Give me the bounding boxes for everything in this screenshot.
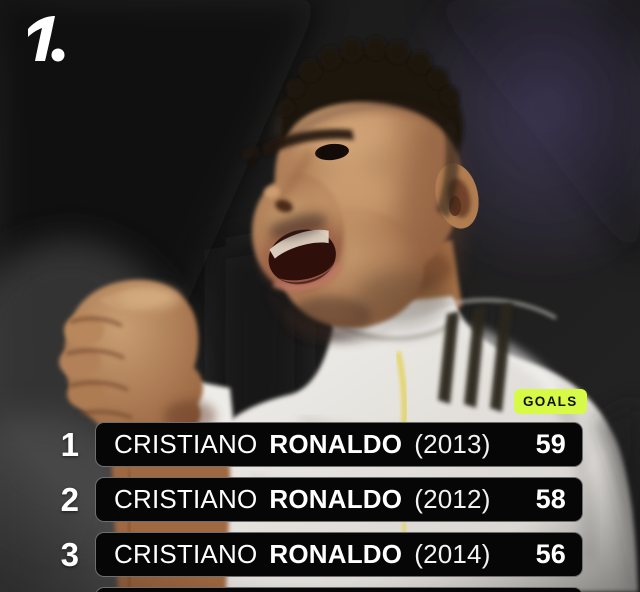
rank-number: 2 — [60, 481, 79, 518]
rank-number: 3 — [60, 536, 79, 573]
season-year: (2012) — [414, 484, 491, 514]
ranking-pill: CRISTIANO RONALDO (2014) 56 — [95, 532, 583, 577]
player-first-name: CRISTIANO — [114, 429, 258, 459]
player-first-name: CRISTIANO — [114, 484, 258, 514]
goals-value: 56 — [535, 539, 566, 569]
player-last-name: RONALDO — [269, 484, 403, 514]
ranking-pill-partial — [95, 587, 583, 592]
goals-badge: GOALS — [514, 389, 587, 414]
player-last-name: RONALDO — [269, 539, 403, 569]
season-year: (2013) — [414, 429, 491, 459]
rank-number: 1 — [60, 426, 79, 463]
ranking-row-2: 2 CRISTIANO RONALDO (2012) 58 — [0, 477, 583, 522]
player-last-name: RONALDO — [269, 429, 403, 459]
ranking-row-3: 3 CRISTIANO RONALDO (2014) 56 — [0, 532, 583, 577]
player-first-name: CRISTIANO — [114, 539, 258, 569]
ranking-pill: CRISTIANO RONALDO (2013) 59 — [95, 422, 583, 467]
ranking-row-1: 1 CRISTIANO RONALDO (2013) 59 — [0, 422, 583, 467]
goals-badge-label: GOALS — [523, 394, 578, 409]
ranking-pill: CRISTIANO RONALDO (2012) 58 — [95, 477, 583, 522]
onefootball-logo-icon — [28, 16, 65, 62]
goals-value: 59 — [535, 429, 566, 459]
season-year: (2014) — [414, 539, 491, 569]
goals-value: 58 — [535, 484, 566, 514]
